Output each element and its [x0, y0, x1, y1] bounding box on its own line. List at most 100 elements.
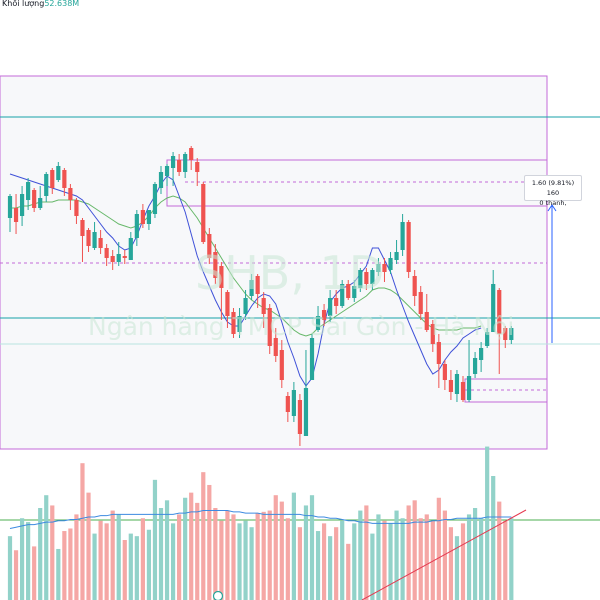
- volume-bar: [479, 518, 484, 600]
- candle: [98, 230, 103, 254]
- candle-body: [104, 248, 109, 258]
- candle: [436, 334, 441, 388]
- volume-bar: [340, 520, 345, 600]
- candle: [201, 182, 206, 244]
- candle-body: [406, 222, 411, 272]
- candle-body: [321, 310, 327, 320]
- candle: [213, 244, 218, 284]
- candle: [140, 204, 145, 228]
- candle: [364, 268, 369, 290]
- candle: [454, 370, 460, 402]
- volume-bar: [424, 514, 429, 600]
- volume-ma-series: [9, 510, 512, 529]
- volume-bar: [261, 511, 266, 600]
- candle: [309, 334, 315, 380]
- candle-body: [50, 170, 55, 188]
- candle: [170, 152, 176, 186]
- volume-bar: [231, 514, 236, 600]
- volume-bar: [219, 520, 224, 600]
- watermark-name: Ngân hàng TMCP Sài Gòn - Hà Nội: [88, 312, 515, 341]
- candle: [328, 290, 333, 322]
- candle: [38, 186, 43, 210]
- volume-bar: [400, 518, 405, 600]
- candle-body: [56, 166, 61, 180]
- candle-body: [177, 160, 182, 172]
- volume-bar: [170, 523, 176, 600]
- candle-body: [346, 284, 351, 298]
- volume-bar: [376, 514, 381, 600]
- candle-body: [116, 254, 121, 262]
- candle: [44, 172, 49, 202]
- volume-bar: [309, 495, 315, 600]
- volume-bar: [195, 502, 200, 600]
- candle: [74, 198, 79, 224]
- candle: [503, 326, 508, 348]
- candle-body: [358, 270, 363, 288]
- candle-body: [98, 238, 103, 248]
- candle-body: [213, 252, 218, 278]
- candle-body: [479, 348, 484, 360]
- candle-body: [38, 198, 43, 208]
- candle-body: [364, 272, 369, 284]
- candle: [334, 290, 339, 314]
- candle-body: [134, 214, 139, 238]
- candle-body: [249, 280, 254, 296]
- candle-body: [122, 256, 127, 258]
- volume-bar: [291, 492, 296, 600]
- candle-body: [140, 210, 145, 224]
- candle: [110, 250, 115, 270]
- volume-bar: [225, 510, 230, 600]
- volume-bar: [207, 484, 212, 600]
- volume-bar: [74, 514, 79, 600]
- watermark-symbol: SHB, 1D: [195, 246, 385, 300]
- candle-body: [491, 284, 496, 332]
- candle-body: [418, 292, 423, 314]
- candle-body: [158, 172, 164, 188]
- volume-bar: [412, 500, 417, 600]
- volume-bar: [249, 527, 254, 600]
- volume-bar: [98, 520, 103, 600]
- zone-top: [166, 159, 548, 207]
- candle-body: [279, 350, 284, 380]
- candle: [134, 210, 139, 246]
- volume-bar: [32, 546, 37, 600]
- volume-bars: [7, 446, 514, 600]
- volume-bar: [177, 514, 182, 600]
- candle: [485, 328, 490, 348]
- candle-body: [237, 316, 242, 332]
- volume-bar: [110, 510, 115, 600]
- candle: [207, 228, 212, 264]
- candle: [92, 222, 97, 250]
- candle-body: [497, 290, 502, 334]
- candle: [424, 294, 429, 332]
- candle-body: [146, 210, 152, 224]
- candle-body: [189, 148, 194, 160]
- volume-bar: [92, 533, 97, 600]
- candle-body: [68, 188, 73, 200]
- candle: [321, 304, 327, 326]
- candle-body: [334, 298, 339, 306]
- candle: [86, 228, 91, 252]
- candle: [249, 274, 254, 300]
- candle-body: [80, 220, 85, 236]
- candle-body: [231, 312, 236, 334]
- volume-bar: [158, 508, 164, 600]
- candle: [189, 146, 194, 170]
- volume-bar: [497, 501, 502, 600]
- candle-body: [303, 388, 309, 436]
- candles: [7, 146, 514, 446]
- candle-body: [400, 222, 405, 250]
- candle-body: [44, 174, 49, 196]
- event-marker[interactable]: [212, 590, 224, 600]
- volume-bar: [62, 531, 67, 600]
- volume-bar: [255, 513, 260, 600]
- candle-body: [261, 298, 266, 314]
- candle-body: [291, 390, 296, 416]
- candle-body: [503, 328, 508, 340]
- volume-bar: [26, 522, 31, 600]
- measure-arrow-head: [547, 204, 557, 212]
- candle-body: [485, 332, 490, 346]
- volume-bar: [346, 543, 351, 600]
- volume-bar: [86, 492, 91, 600]
